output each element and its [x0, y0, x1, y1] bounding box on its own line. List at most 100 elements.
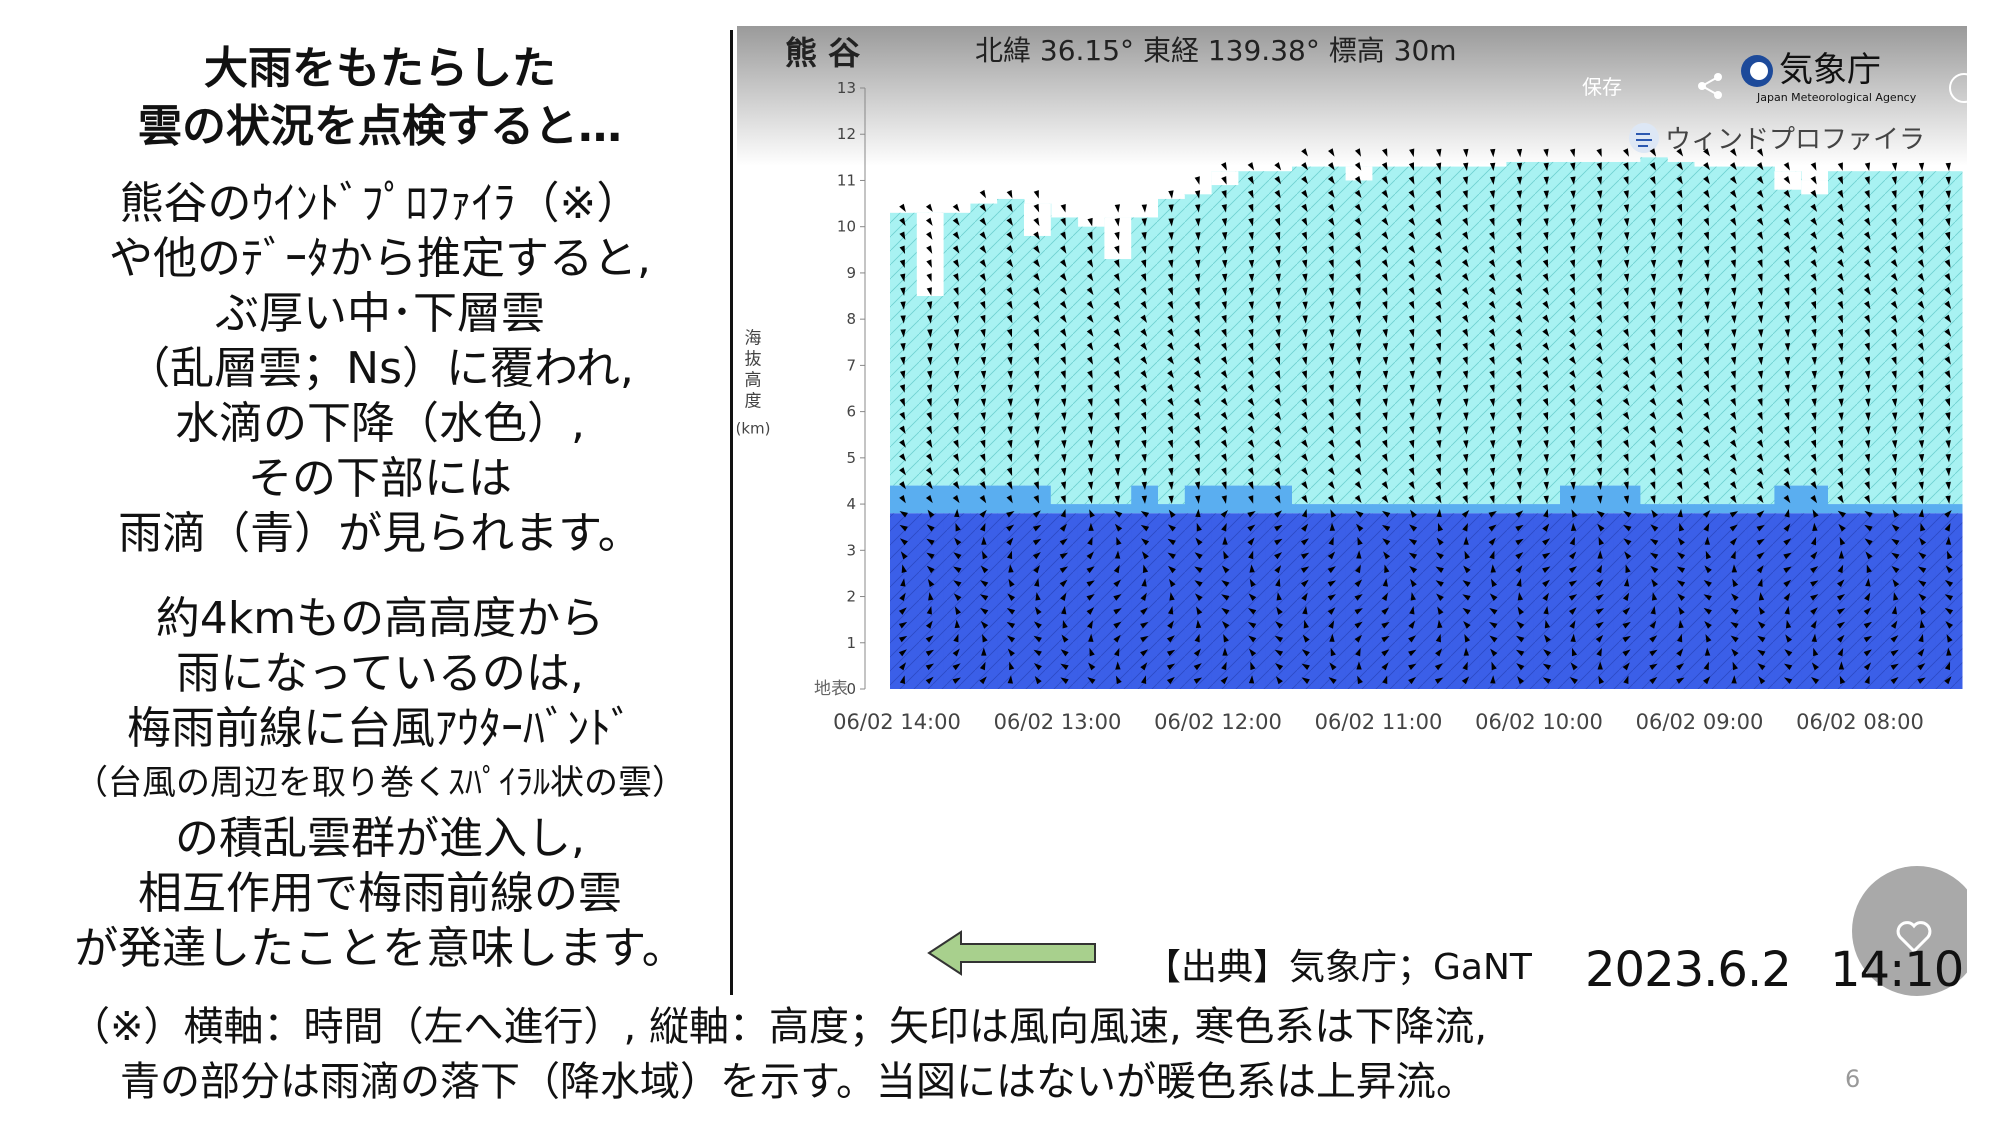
- wind-arrow: [1705, 634, 1712, 643]
- wind-arrow: [1570, 495, 1576, 504]
- wind-arrow: [1408, 649, 1417, 657]
- wind-arrow: [1784, 384, 1790, 393]
- wind-arrow: [1596, 564, 1603, 574]
- wind-arrow: [1301, 189, 1308, 199]
- wind-arrow: [952, 663, 961, 671]
- wind-arrow: [1462, 162, 1469, 172]
- wind-arrow: [1115, 675, 1122, 685]
- wind-arrow: [1543, 481, 1549, 491]
- wind-arrow: [1059, 286, 1067, 296]
- wind-arrow: [1408, 217, 1416, 226]
- y-tick-label: 10: [837, 218, 856, 236]
- wind-arrow: [1703, 661, 1709, 671]
- wind-arrow: [1784, 370, 1791, 380]
- wind-arrow: [1515, 538, 1524, 546]
- wind-arrow: [1569, 411, 1576, 421]
- wind-arrow: [1274, 356, 1281, 366]
- wind-arrow: [1060, 342, 1067, 351]
- wind-arrow: [1837, 510, 1846, 518]
- wind-arrow: [899, 411, 906, 421]
- wind-arrow: [1837, 217, 1844, 226]
- wind-arrow: [1140, 607, 1148, 615]
- wind-arrow: [1864, 356, 1871, 366]
- wind-arrow: [1436, 537, 1444, 546]
- wind-arrow: [1649, 397, 1657, 407]
- wind-arrow: [1703, 203, 1710, 213]
- wind-arrow: [1489, 550, 1495, 560]
- wind-arrow: [1890, 300, 1898, 310]
- wind-arrow: [1327, 453, 1335, 462]
- wind-arrow: [1516, 454, 1523, 463]
- wind-arrow: [1649, 635, 1658, 643]
- wind-arrow: [1462, 176, 1469, 185]
- wind-arrow: [1221, 467, 1227, 476]
- heart-icon[interactable]: [1896, 921, 1932, 954]
- wind-arrow: [1784, 315, 1790, 324]
- wind-arrow: [1435, 176, 1441, 185]
- wind-arrow: [1140, 342, 1148, 351]
- wind-arrow: [1032, 552, 1041, 560]
- rain-top-band: [1158, 504, 1186, 514]
- wind-arrow: [1167, 411, 1174, 421]
- wind-arrow: [1489, 635, 1498, 643]
- wind-arrow: [1918, 190, 1924, 199]
- wind-arrow: [1169, 578, 1176, 588]
- wind-arrow: [1034, 370, 1040, 380]
- wind-arrow: [1489, 204, 1495, 213]
- wind-arrow: [1140, 425, 1147, 435]
- wind-arrow: [1596, 425, 1603, 435]
- wind-arrow: [1678, 606, 1685, 615]
- wind-arrow: [1436, 384, 1442, 393]
- wind-arrow: [1839, 536, 1846, 546]
- wind-arrow: [1623, 232, 1630, 241]
- info-icon[interactable]: [1949, 73, 1967, 103]
- wind-arrow: [1783, 566, 1792, 573]
- wind-arrow: [1811, 314, 1817, 324]
- wind-arrow: [925, 467, 933, 476]
- wind-arrow: [1248, 315, 1254, 324]
- wind-arrow: [927, 356, 933, 366]
- explanation-panel: 大雨をもたらした 雲の状況を点検すると… 熊谷のｳｲﾝﾄﾞﾌﾟﾛﾌｧｲﾗ（※） …: [30, 40, 730, 976]
- wind-arrow: [1543, 176, 1549, 185]
- wind-arrow: [1327, 551, 1336, 560]
- wind-arrow: [1300, 579, 1309, 588]
- wind-arrow: [1302, 273, 1308, 282]
- wind-arrow: [1570, 190, 1576, 199]
- text-line: 水滴の下降（水色）,: [175, 398, 585, 449]
- wind-arrow: [1166, 635, 1175, 643]
- wind-arrow: [979, 189, 987, 199]
- wind-arrow: [1194, 176, 1200, 185]
- share-icon[interactable]: [1698, 73, 1722, 99]
- wind-arrow: [1221, 328, 1227, 338]
- wind-arrow: [1542, 314, 1550, 323]
- wind-arrow: [953, 287, 959, 296]
- wind-arrow: [1890, 314, 1898, 324]
- wind-arrow: [1408, 538, 1418, 546]
- wind-arrow: [1462, 580, 1471, 587]
- wind-arrow: [1784, 301, 1790, 310]
- save-button[interactable]: 保存: [1582, 75, 1622, 99]
- wind-arrow: [1677, 552, 1686, 560]
- wind-arrow: [1462, 467, 1469, 477]
- rain-top-band: [1399, 504, 1427, 514]
- wind-arrow: [1168, 218, 1174, 227]
- wind-arrow: [1490, 148, 1496, 158]
- wind-arrow: [953, 552, 962, 560]
- wind-arrow: [1864, 300, 1871, 310]
- wind-arrow: [1676, 453, 1683, 462]
- wind-arrow: [1059, 579, 1068, 588]
- wind-arrow: [1944, 594, 1954, 601]
- wind-arrow: [1676, 580, 1686, 587]
- wind-arrow: [952, 648, 960, 657]
- wind-arrow: [1008, 578, 1015, 588]
- wind-arrow: [1381, 649, 1390, 657]
- wind-arrow: [1462, 384, 1469, 393]
- wind-arrow: [1382, 384, 1389, 393]
- wind-arrow: [1059, 300, 1067, 309]
- wind-arrow: [1810, 287, 1817, 296]
- wind-arrow: [1274, 565, 1282, 574]
- wind-arrow: [1489, 190, 1495, 199]
- wind-arrow: [1274, 384, 1281, 393]
- wind-arrow: [1463, 412, 1469, 421]
- wind-arrow: [1059, 538, 1068, 546]
